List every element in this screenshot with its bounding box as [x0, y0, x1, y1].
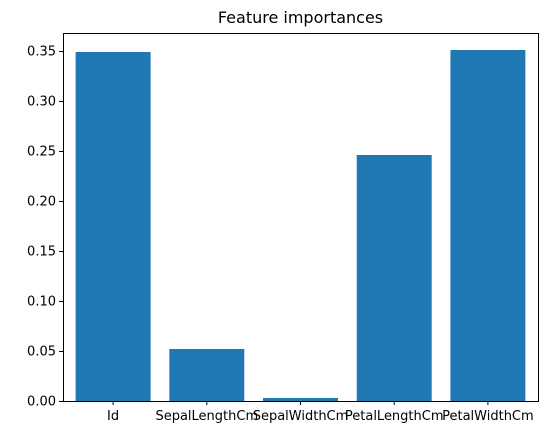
y-tick-label: 0.00 — [27, 395, 56, 410]
y-tick-label: 0.25 — [27, 145, 56, 160]
plot-frame — [63, 33, 539, 402]
bar-PetalLengthCm — [356, 155, 432, 401]
chart-title: Feature importances — [218, 8, 383, 27]
x-tick-label: SepalLengthCm — [155, 409, 258, 424]
y-tick-label: 0.05 — [27, 345, 56, 360]
x-tick-label: PetalWidthCm — [442, 409, 534, 424]
x-tick-label: Id — [107, 409, 119, 424]
x-axis: Id SepalLengthCmSepalWidthCmPetalLengthCm… — [107, 401, 534, 424]
x-tick-label: PetalLengthCm — [345, 409, 444, 424]
bar-PetalWidthCm — [450, 50, 526, 401]
y-tick-label: 0.20 — [27, 195, 56, 210]
x-tick-label: SepalWidthCm — [253, 409, 349, 424]
y-tick-label: 0.10 — [27, 295, 56, 310]
bar-SepalWidthCm — [263, 398, 338, 401]
y-tick-label: 0.35 — [27, 45, 56, 60]
bar-SepalLengthCm — [169, 349, 245, 401]
y-tick-label: 0.15 — [27, 245, 56, 260]
y-axis: 0.00 0.05 0.10 0.15 0.20 0.25 0.30 0.35 — [27, 45, 63, 410]
y-tick-label: 0.30 — [27, 95, 56, 110]
bars-group — [75, 50, 526, 401]
bar-Id — [75, 52, 151, 401]
